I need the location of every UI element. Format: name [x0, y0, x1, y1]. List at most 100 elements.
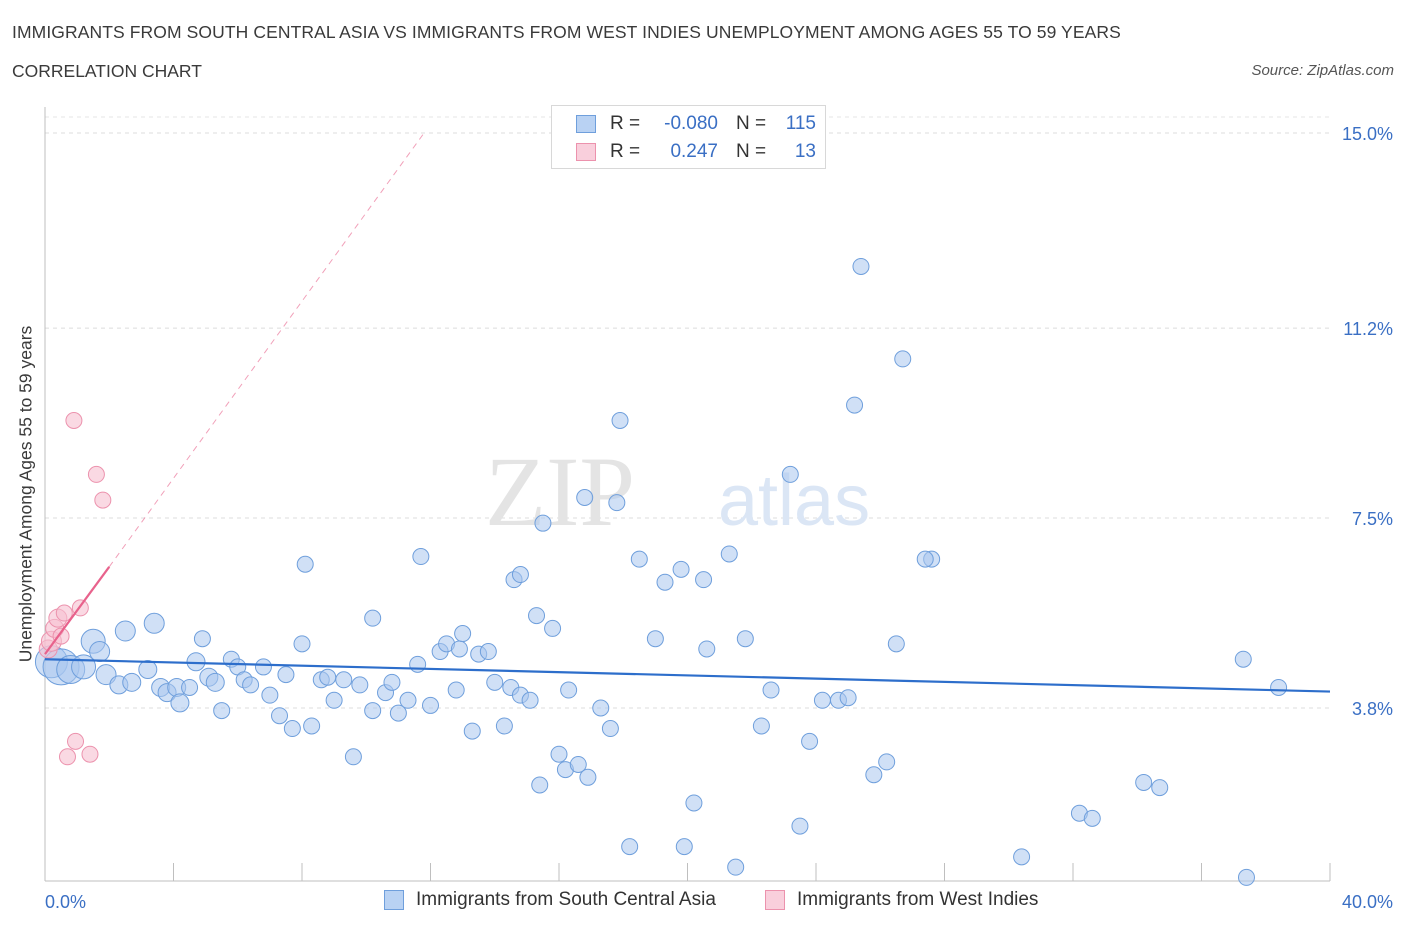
south-central-asia-point: [916, 550, 934, 568]
west-indies-point: [94, 491, 112, 509]
south-central-asia-point: [213, 702, 231, 720]
south-central-asia-point: [894, 350, 912, 368]
y-axis-label: Unemployment Among Ages 55 to 59 years: [15, 325, 36, 663]
legend-n-value: 13: [794, 141, 816, 162]
legend-n-value: 115: [785, 113, 816, 134]
south-central-asia-point: [813, 691, 831, 709]
south-central-asia-point: [454, 625, 472, 643]
south-central-asia-point: [205, 672, 225, 692]
series-label-west-indies: Immigrants from West Indies: [797, 889, 1039, 910]
tick-labels: 3.8% 7.5% 11.2% 15.0% 0.0% 40.0%: [45, 124, 1393, 912]
south-central-asia-point: [560, 681, 578, 699]
west-indies-point: [87, 465, 105, 483]
south-central-asia-point: [695, 571, 713, 589]
south-central-asia-point: [138, 659, 158, 679]
south-central-asia-point: [412, 548, 430, 566]
legend-r-value: -0.080: [664, 113, 718, 134]
south-central-asia-point: [511, 566, 529, 584]
south-central-asia-point: [277, 666, 295, 684]
south-central-asia-point: [293, 635, 311, 653]
axes-layer: [44, 107, 1331, 882]
legend-r-key: R =: [610, 113, 641, 134]
south-central-asia-point: [569, 755, 587, 773]
south-central-asia-point: [319, 668, 337, 686]
south-central-asia-point: [1237, 868, 1255, 886]
correlation-legend: R = -0.080 N = 115 R = 0.247 N = 13: [551, 105, 826, 169]
south-central-asia-point: [447, 681, 465, 699]
south-central-asia-point: [364, 702, 382, 720]
south-central-asia-point: [608, 494, 626, 512]
south-central-asia-point: [736, 630, 754, 648]
south-central-asia-point: [675, 838, 693, 856]
south-central-asia-point: [1270, 678, 1288, 696]
legend-n-key: N =: [736, 141, 767, 162]
legend-row-south-central-asia: R = -0.080 N = 115: [576, 112, 816, 136]
west-indies-trend-extrapolation: [108, 132, 425, 568]
south-central-asia-point: [852, 257, 870, 275]
west-indies-point: [65, 412, 83, 429]
south-central-asia-point: [727, 858, 745, 876]
south-central-asia-point: [1151, 779, 1169, 797]
west-indies-point: [55, 604, 73, 622]
series-swatch-blue: [384, 890, 404, 910]
south-central-asia-point: [422, 696, 439, 714]
south-central-asia-point: [495, 717, 513, 735]
south-central-asia-trend-line: [44, 658, 1331, 693]
south-central-asia-point: [720, 545, 738, 563]
south-central-asia-point: [296, 555, 314, 573]
south-central-asia-point: [181, 678, 199, 696]
series-legend: Immigrants from South Central Asia Immig…: [0, 889, 1406, 915]
south-central-asia-point: [762, 681, 780, 699]
source-label: Source: ZipAtlas.com: [1251, 62, 1394, 79]
south-central-asia-point: [1234, 650, 1252, 668]
south-central-asia-point: [242, 676, 260, 694]
series-swatch-pink: [765, 890, 785, 910]
legend-swatch-blue: [576, 115, 596, 133]
south-central-asia-point: [193, 630, 211, 648]
x-tick-label-max: 40.0%: [1342, 892, 1393, 912]
south-central-asia-point: [399, 691, 417, 709]
south-central-asia-point: [143, 612, 165, 634]
south-central-asia-point: [1083, 809, 1101, 827]
south-central-asia-point: [521, 691, 539, 709]
series-legend-item-west-indies[interactable]: Immigrants from West Indies: [765, 889, 1038, 911]
south-central-asia-point: [646, 630, 664, 648]
series-legend-item-south-central-asia[interactable]: Immigrants from South Central Asia: [384, 889, 716, 911]
south-central-asia-point: [685, 794, 703, 812]
legend-n-key: N =: [736, 113, 767, 134]
south-central-asia-point: [450, 640, 468, 658]
south-central-asia-point: [592, 699, 610, 717]
x-tick-label-min: 0.0%: [45, 892, 86, 912]
south-central-asia-point: [887, 635, 905, 653]
south-central-asia-point: [550, 745, 568, 763]
south-central-asia-point: [283, 720, 301, 738]
south-central-asia-point: [261, 686, 279, 704]
south-central-asia-point: [303, 717, 321, 735]
watermark-zip: ZIP: [485, 436, 635, 547]
south-central-asia-point: [791, 817, 809, 835]
west-indies-trend-line: [44, 566, 111, 655]
south-central-asia-point: [344, 748, 362, 766]
south-central-asia-point: [1013, 848, 1031, 866]
points-layer: [34, 257, 1288, 886]
y-tick-label: 11.2%: [1343, 319, 1393, 339]
series-label-south-central-asia: Immigrants from South Central Asia: [416, 889, 716, 910]
west-indies-point: [67, 732, 85, 750]
south-central-asia-point: [878, 753, 896, 771]
south-central-asia-point: [271, 707, 289, 725]
south-central-asia-point: [630, 550, 648, 568]
y-tick-label: 7.5%: [1352, 509, 1393, 529]
south-central-asia-point: [463, 722, 481, 740]
y-tick-label: 15.0%: [1342, 124, 1393, 144]
south-central-asia-point: [611, 412, 629, 429]
chart-title: IMMIGRANTS FROM SOUTH CENTRAL ASIA VS IM…: [12, 22, 1121, 42]
south-central-asia-point: [781, 465, 799, 483]
y-tick-label: 3.8%: [1352, 699, 1393, 719]
south-central-asia-point: [601, 720, 619, 738]
south-central-asia-point: [325, 691, 343, 709]
chart-subtitle: CORRELATION CHART: [12, 61, 202, 81]
south-central-asia-point: [752, 717, 770, 735]
south-central-asia-point: [698, 640, 716, 658]
south-central-asia-point: [801, 732, 819, 750]
grid-layer: [45, 116, 1330, 709]
